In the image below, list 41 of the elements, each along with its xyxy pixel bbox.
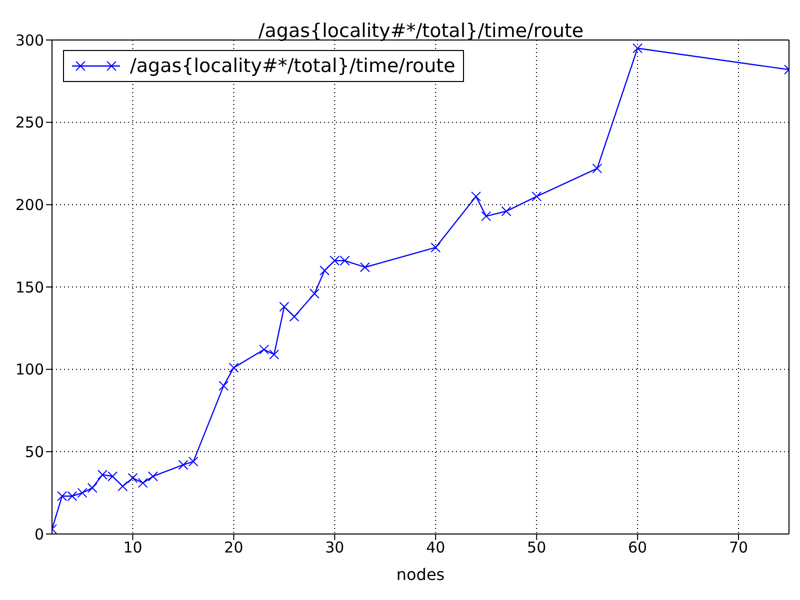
- y-tick-label: 200: [15, 196, 44, 214]
- point: [592, 163, 602, 174]
- x-tick-label: 40: [426, 538, 446, 557]
- x-axis-title: nodes: [396, 565, 445, 584]
- point: [188, 456, 198, 467]
- point: [138, 478, 148, 488]
- point: [228, 362, 239, 373]
- x-tick-label: 60: [628, 538, 648, 557]
- point: [218, 380, 229, 391]
- x-tick-label: 50: [527, 538, 546, 557]
- point: [309, 288, 320, 299]
- x-tick-label: 70: [728, 538, 748, 557]
- point: [501, 206, 512, 216]
- y-tick-label: 100: [15, 360, 44, 379]
- point: [178, 460, 188, 470]
- x-tick-label: 10: [123, 538, 142, 557]
- x-tick-label: 20: [224, 538, 244, 557]
- y-tick-label: 150: [15, 278, 44, 296]
- y-tick-label: 50: [24, 442, 44, 461]
- point: [87, 482, 98, 493]
- x-tick-label: 30: [325, 538, 344, 557]
- point: [481, 211, 492, 222]
- point: [118, 481, 128, 492]
- point: [471, 191, 482, 202]
- point: [360, 262, 370, 272]
- y-tick-label: 250: [15, 114, 44, 132]
- point: [430, 242, 441, 252]
- y-tick-label: 300: [15, 31, 44, 50]
- point: [269, 350, 280, 360]
- point: [128, 473, 138, 484]
- point: [289, 312, 300, 322]
- point: [632, 43, 643, 54]
- point: [77, 488, 88, 498]
- chart-title: /agas{locality#*/total}/time/route: [257, 20, 585, 42]
- point: [320, 266, 330, 276]
- y-tick-label: 0: [34, 525, 44, 544]
- point: [148, 471, 158, 482]
- point: [259, 344, 270, 355]
- point: [279, 302, 290, 312]
- point: [532, 191, 542, 202]
- legend-label: /agas{locality#*/total}/time/route: [130, 55, 456, 77]
